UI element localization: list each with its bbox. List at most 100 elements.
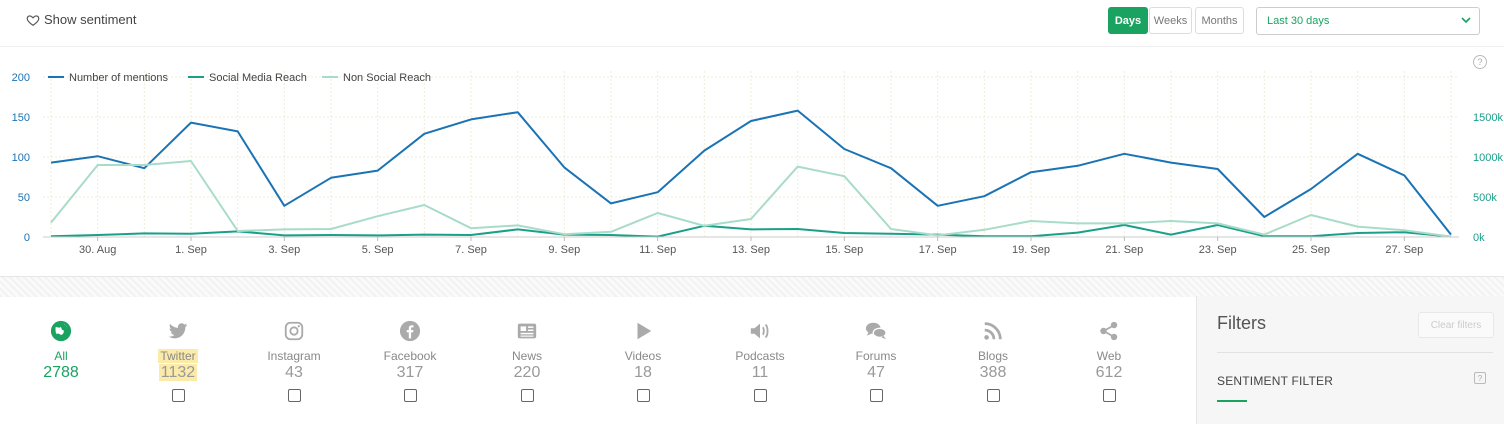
period-select[interactable]: Last 30 days	[1256, 7, 1480, 35]
series-line-non-social-reach	[50, 160, 1452, 238]
source-label: All	[54, 349, 68, 363]
legend-label: Number of mentions	[69, 72, 169, 84]
source-count: 47	[867, 364, 885, 381]
y-right-tick-label: 0k	[1473, 232, 1485, 244]
x-tick-label: 1. Sep	[175, 244, 207, 256]
x-tick-label: 21. Sep	[1105, 244, 1143, 256]
source-label: Web	[1096, 349, 1122, 363]
show-sentiment-toggle[interactable]: Show sentiment	[26, 12, 137, 27]
x-tick-label: 23. Sep	[1199, 244, 1237, 256]
source-web[interactable]: Web 612	[1051, 320, 1167, 402]
source-count: 317	[396, 364, 424, 381]
podcasts-checkbox[interactable]	[753, 389, 767, 402]
facebook-checkbox[interactable]	[403, 389, 417, 402]
source-twitter[interactable]: Twitter 1132	[120, 320, 236, 402]
source-label: Podcasts	[735, 349, 785, 363]
source-label: Videos	[624, 349, 662, 363]
source-count: 388	[979, 364, 1007, 381]
series-line-social-media-reach	[50, 224, 1452, 238]
y-left-tick-label: 200	[12, 72, 30, 84]
x-tick-label: 17. Sep	[919, 244, 957, 256]
x-tick-label: 9. Sep	[548, 244, 580, 256]
weeks-button[interactable]: Weeks	[1149, 7, 1192, 34]
legend-label: Social Media Reach	[209, 72, 307, 84]
source-label: Blogs	[977, 349, 1009, 363]
source-count: 43	[285, 364, 303, 381]
series-line-number-of-mentions	[50, 109, 1452, 236]
y-left-tick-label: 0	[24, 232, 30, 244]
x-tick-label: 3. Sep	[268, 244, 300, 256]
section-divider	[0, 276, 1504, 297]
source-label: Twitter	[158, 349, 198, 363]
clear-filters-button[interactable]: Clear filters	[1418, 312, 1494, 338]
period-value: Last 30 days	[1267, 15, 1330, 27]
facebook-icon	[399, 320, 421, 342]
videos-checkbox[interactable]	[636, 389, 650, 402]
source-count: 612	[1095, 364, 1123, 381]
source-label: Forums	[855, 349, 897, 363]
y-right-tick-label: 500k	[1473, 192, 1497, 204]
legend-label: Non Social Reach	[343, 72, 431, 84]
days-button[interactable]: Days	[1108, 7, 1148, 34]
source-label: News	[511, 349, 542, 363]
y-right-tick-label: 1000k	[1473, 152, 1503, 164]
news-icon	[517, 323, 537, 339]
sentiment-filter-underline	[1217, 400, 1247, 402]
blogs-checkbox[interactable]	[986, 389, 1000, 402]
months-button[interactable]: Months	[1195, 7, 1244, 34]
source-count: 2788	[43, 364, 79, 381]
sentiment-filter-heading[interactable]: SENTIMENT FILTER	[1217, 374, 1334, 388]
forum-icon	[865, 322, 887, 340]
filters-panel: Filters Clear filters SENTIMENT FILTER ?	[1196, 296, 1504, 424]
source-count: 1132	[158, 364, 198, 381]
rss-icon	[984, 322, 1002, 340]
news-checkbox[interactable]	[520, 389, 534, 402]
x-tick-label: 5. Sep	[362, 244, 394, 256]
y-right-tick-label: 1500k	[1473, 112, 1503, 124]
podcast-icon	[750, 323, 769, 339]
x-tick-label: 30. Aug	[79, 244, 116, 256]
heart-icon	[26, 14, 40, 26]
source-news[interactable]: News 220	[469, 320, 585, 402]
twitter-checkbox[interactable]	[171, 389, 185, 402]
show-sentiment-label: Show sentiment	[44, 12, 137, 27]
instagram-icon	[284, 321, 304, 341]
source-count: 11	[751, 364, 769, 381]
x-tick-label: 11. Sep	[639, 244, 676, 256]
source-count: 18	[634, 364, 652, 381]
y-left-tick-label: 150	[12, 112, 30, 124]
x-tick-label: 13. Sep	[732, 244, 770, 256]
source-forums[interactable]: Forums 47	[818, 320, 934, 402]
filters-title: Filters	[1217, 313, 1266, 333]
web-checkbox[interactable]	[1102, 389, 1116, 402]
x-tick-label: 19. Sep	[1012, 244, 1050, 256]
globe-icon	[50, 320, 72, 342]
forums-checkbox[interactable]	[869, 389, 883, 402]
mentions-chart: Number of mentions Social Media Reach Non …	[12, 71, 1503, 256]
source-label: Instagram	[267, 349, 321, 363]
y-left-tick-label: 100	[12, 152, 30, 164]
source-videos[interactable]: Videos 18	[585, 320, 701, 402]
source-filter-bar: All 2788 Twitter 1132 Instagram 43 Faceb…	[0, 296, 1196, 424]
source-podcasts[interactable]: Podcasts 11	[702, 320, 818, 402]
video-icon	[637, 322, 652, 340]
x-tick-label: 7. Sep	[455, 244, 487, 256]
source-all[interactable]: All 2788	[3, 320, 119, 384]
divider	[1217, 352, 1493, 353]
chart-help-icon[interactable]: ?	[1473, 55, 1487, 69]
twitter-icon	[168, 323, 188, 339]
chevron-down-icon	[1461, 17, 1471, 24]
source-facebook[interactable]: Facebook 317	[352, 320, 468, 402]
y-left-tick-label: 50	[18, 192, 30, 204]
sentiment-filter-help-icon[interactable]: ?	[1474, 372, 1486, 384]
source-instagram[interactable]: Instagram 43	[236, 320, 352, 402]
chart-toolbar: Show sentiment Days Weeks Months Last 30…	[0, 0, 1504, 47]
share-icon	[1100, 321, 1118, 341]
x-tick-label: 27. Sep	[1385, 244, 1423, 256]
source-label: Facebook	[383, 349, 437, 363]
source-count: 220	[513, 364, 541, 381]
x-tick-label: 15. Sep	[825, 244, 863, 256]
x-tick-label: 25. Sep	[1292, 244, 1330, 256]
source-blogs[interactable]: Blogs 388	[935, 320, 1051, 402]
instagram-checkbox[interactable]	[287, 389, 301, 402]
